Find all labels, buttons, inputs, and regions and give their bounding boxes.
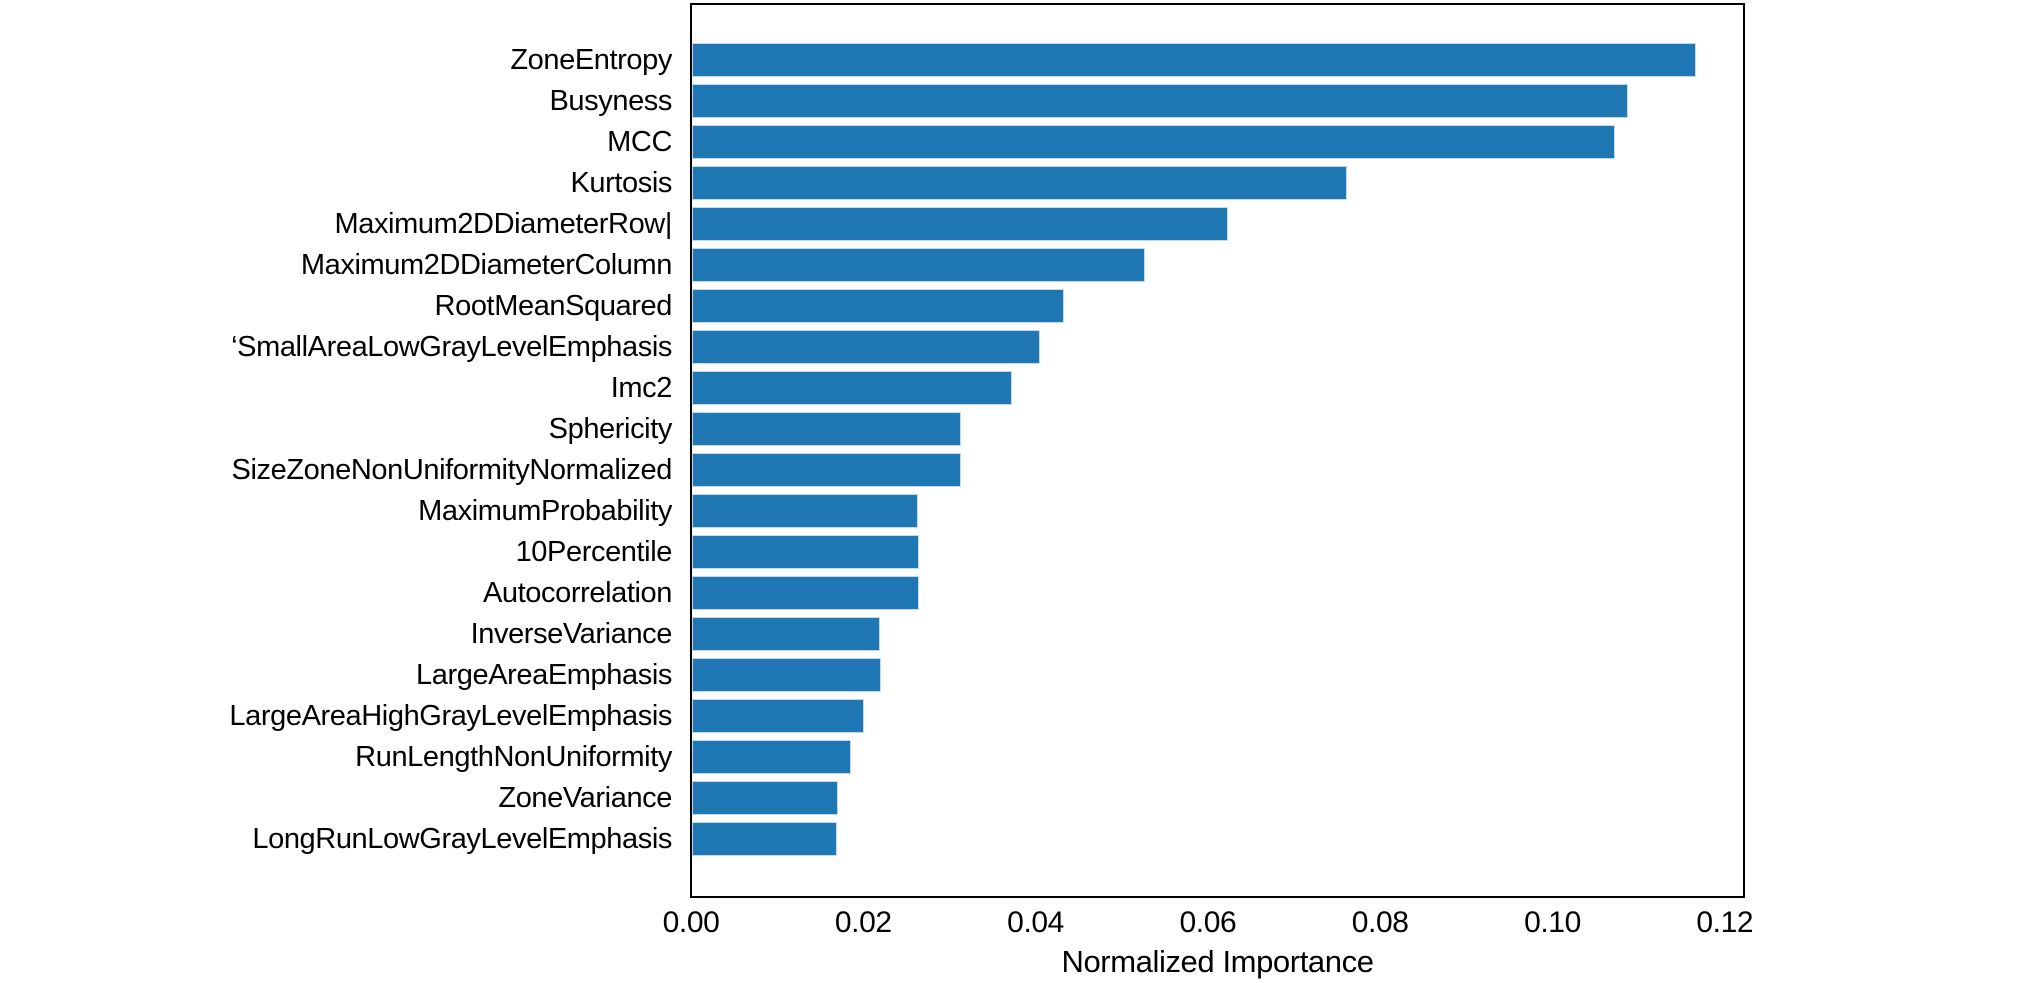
y-tick-label: Autocorrelation (482, 577, 672, 609)
bar (692, 494, 918, 528)
x-tick-label: 0.06 (1179, 906, 1237, 939)
x-tick-label: 0.02 (834, 906, 892, 939)
y-tick-label: Imc2 (610, 372, 673, 404)
bar (692, 371, 1013, 405)
x-tick-label: 0.08 (1351, 906, 1409, 939)
x-tick-label: 0.12 (1696, 906, 1754, 939)
y-tick-label: InverseVariance (470, 618, 673, 650)
y-axis-labels: ZoneEntropy Busyness MCC Kurtosis Maximum2DD… (0, 5, 672, 896)
y-tick-label: Sphericity (548, 413, 673, 445)
bar (692, 43, 1696, 77)
bar (692, 781, 839, 815)
bar (692, 166, 1347, 200)
x-axis-title: Normalized Importance (1061, 944, 1374, 979)
x-tick-label: 0.00 (662, 906, 720, 939)
bar (692, 453, 961, 487)
bar (692, 822, 837, 856)
bar (692, 207, 1228, 241)
y-tick-label: RunLengthNonUniformity (355, 741, 672, 773)
bar (692, 699, 865, 733)
x-tick-label: 0.04 (1007, 906, 1064, 939)
y-tick-label: MaximumProbability (418, 495, 672, 527)
y-tick-label: MCC (607, 126, 672, 158)
y-tick-label: LargeAreaHighGrayLevelEmphasis (229, 700, 672, 732)
bar (692, 658, 881, 692)
y-tick-label: Busyness (549, 85, 672, 117)
y-tick-label: ZoneVariance (498, 782, 672, 814)
y-tick-label: Maximum2DDiameterColumn (300, 249, 673, 281)
bar (692, 289, 1065, 323)
bar (692, 617, 880, 651)
bar (692, 740, 851, 774)
y-tick-label: RootMeanSquared (434, 290, 673, 322)
bar (692, 535, 919, 569)
y-tick-label: SizeZoneNonUniformityNormalized (231, 454, 673, 486)
y-tick-label: ‘SmallAreaLowGrayLevelEmphasis (231, 331, 672, 363)
bar (692, 248, 1146, 282)
x-tick-label: 0.10 (1524, 906, 1581, 939)
y-tick-label: LongRunLowGrayLevelEmphasis (252, 823, 672, 855)
bar (692, 84, 1629, 118)
bar (692, 125, 1615, 159)
y-tick-label: 10Percentile (515, 536, 673, 568)
bar (692, 576, 920, 610)
bar (692, 330, 1041, 364)
y-tick-label: Maximum2DDiameterRow| (334, 208, 672, 240)
y-tick-label: Kurtosis (570, 167, 672, 199)
bar (692, 412, 961, 446)
y-tick-label: ZoneEntropy (510, 44, 672, 76)
y-tick-label: LargeAreaEmphasis (416, 659, 672, 691)
plot-area (690, 3, 1745, 898)
